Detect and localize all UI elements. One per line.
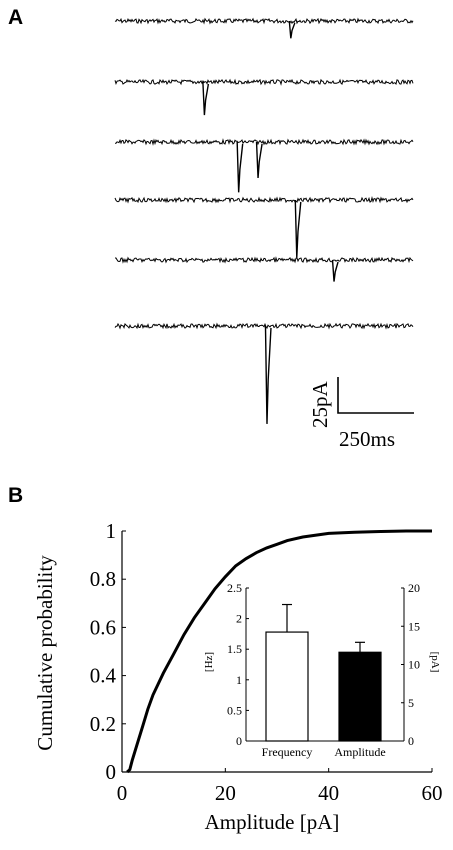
- x-tick-label: 20: [215, 781, 236, 805]
- inset-right-tick-label: 20: [408, 581, 420, 595]
- inset-left-tick-label: 0.5: [227, 703, 242, 717]
- trace-5-event-1: [331, 259, 339, 282]
- trace-5: [115, 256, 414, 264]
- y-tick-label: 0.8: [90, 567, 116, 591]
- trace-2: [114, 78, 414, 86]
- bar-frequency: [265, 631, 309, 742]
- inset-axes-and-bars: 0 0.5 1 1.5 2 2.5 0 5 10 15 20 Frequency Amplitude: [227, 581, 420, 759]
- inset-right-tick-label: 5: [408, 696, 414, 710]
- scale-bar-lines: [337, 377, 414, 414]
- scale-bar-horizontal-label: 250ms: [339, 427, 395, 451]
- inset-left-axis-label: [Hz]: [203, 652, 215, 672]
- inset-category-label: Amplitude: [334, 745, 385, 759]
- x-tick-label: 60: [422, 781, 443, 805]
- y-tick-label: 0: [106, 760, 117, 784]
- trace-1-event-1: [288, 20, 296, 39]
- bar-amplitude: [338, 651, 382, 742]
- inset-right-tick-label: 0: [408, 734, 414, 748]
- y-axis-label: Cumulative probability: [33, 555, 57, 751]
- inset-left-tick-label: 1: [236, 673, 242, 687]
- scale-bar: 25pA 250ms: [308, 377, 414, 451]
- panel-b-label: B: [8, 484, 23, 507]
- inset-left-tick-label: 0: [236, 734, 242, 748]
- inset-bar-chart: 0 0.5 1 1.5 2 2.5 0 5 10 15 20 Frequency Amplitude […: [203, 581, 441, 759]
- x-tick-label: 0: [117, 781, 128, 805]
- trace-4: [114, 196, 414, 204]
- y-tick-label: 0.4: [90, 664, 117, 688]
- y-tick-label: 1: [106, 519, 117, 543]
- inset-left-tick-label: 2: [236, 612, 242, 626]
- inset-right-axis-label: [pA]: [429, 652, 441, 673]
- trace-3-event-1: [236, 141, 244, 193]
- trace-3: [115, 138, 414, 146]
- cumulative-curve: [126, 529, 432, 774]
- scale-bar-vertical-label: 25pA: [308, 381, 332, 429]
- x-tick-label: 40: [318, 781, 339, 805]
- panel-a-label: A: [8, 6, 23, 29]
- inset-left-tick-label: 1.5: [227, 642, 242, 656]
- trace-6: [114, 322, 414, 330]
- current-traces: [114, 17, 414, 424]
- trace-3-event-2: [255, 141, 263, 179]
- x-axis-label: Amplitude [pA]: [205, 810, 340, 834]
- y-tick-label: 0.2: [90, 712, 116, 736]
- inset-left-tick-label: 2.5: [227, 581, 242, 595]
- trace-6-event-1: [264, 325, 272, 424]
- inset-right-tick-label: 15: [408, 619, 420, 633]
- trace-4-event-1: [294, 199, 302, 258]
- trace-1: [114, 17, 414, 25]
- inset-category-label: Frequency: [262, 745, 313, 759]
- y-tick-label: 0.6: [90, 615, 116, 639]
- trace-2-event-1: [202, 81, 210, 116]
- inset-right-tick-label: 10: [408, 658, 420, 672]
